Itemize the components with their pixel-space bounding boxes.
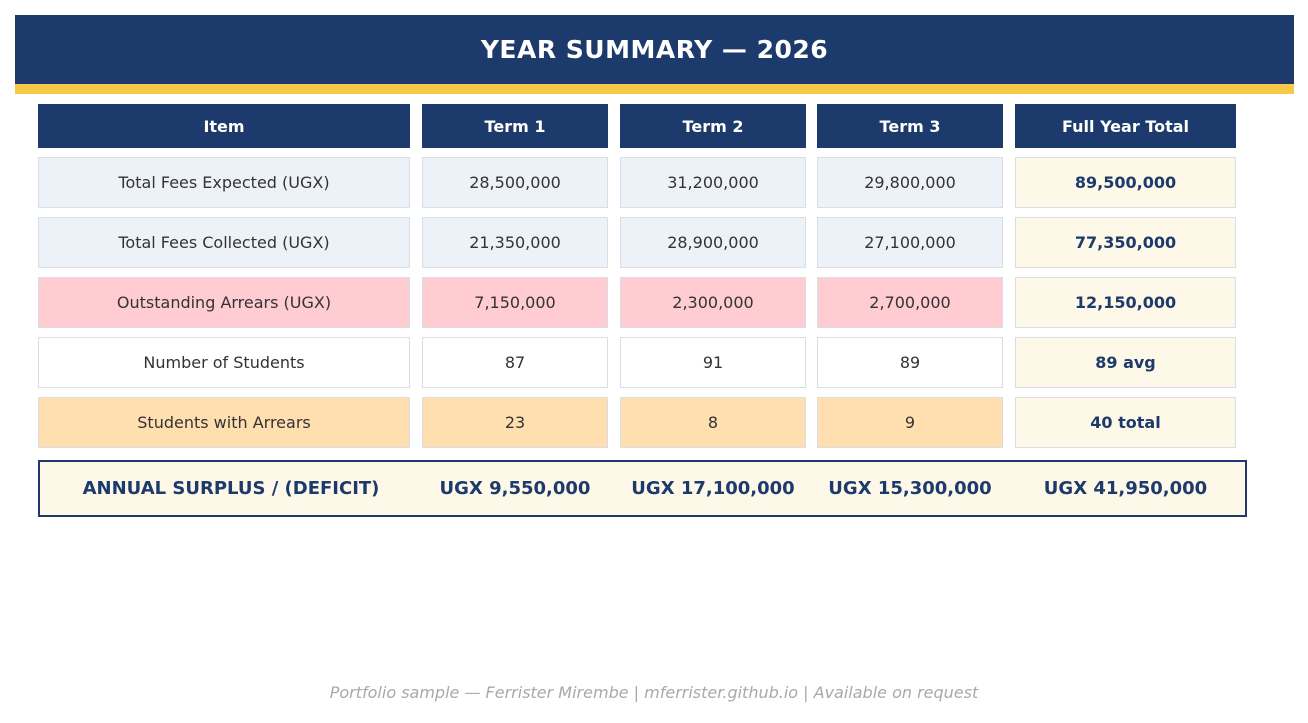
row-students-label: Number of Students	[38, 337, 410, 388]
row-arrears-term-3: 2,700,000	[817, 277, 1003, 328]
header-term-1: Term 1	[422, 104, 608, 148]
row-fees-collected-term-1: 21,350,000	[422, 217, 608, 268]
page-title: YEAR SUMMARY — 2026	[480, 35, 829, 64]
row-fees-collected-term-2: 28,900,000	[620, 217, 806, 268]
row-fees-expected-term-3: 29,800,000	[817, 157, 1003, 208]
row-students-term-3: 89	[817, 337, 1003, 388]
surplus-term-1: UGX 9,550,000	[439, 478, 591, 499]
header-term-2: Term 2	[620, 104, 806, 148]
header-full-year-total: Full Year Total	[1015, 104, 1236, 148]
row-students-arrears-term-1: 23	[422, 397, 608, 448]
row-fees-expected-term-1: 28,500,000	[422, 157, 608, 208]
surplus-term-3: UGX 15,300,000	[828, 478, 992, 499]
row-fees-expected-term-2: 31,200,000	[620, 157, 806, 208]
row-fees-expected-label: Total Fees Expected (UGX)	[38, 157, 410, 208]
row-students-arrears-total: 40 total	[1015, 397, 1236, 448]
surplus-label: ANNUAL SURPLUS / (DEFICIT)	[82, 478, 380, 499]
header-item: Item	[38, 104, 410, 148]
surplus-term-2: UGX 17,100,000	[631, 478, 795, 499]
row-arrears-total: 12,150,000	[1015, 277, 1236, 328]
row-students-term-2: 91	[620, 337, 806, 388]
row-fees-collected-total: 77,350,000	[1015, 217, 1236, 268]
row-arrears-term-1: 7,150,000	[422, 277, 608, 328]
row-fees-collected-label: Total Fees Collected (UGX)	[38, 217, 410, 268]
annual-surplus-row: ANNUAL SURPLUS / (DEFICIT) UGX 9,550,000…	[38, 460, 1247, 517]
row-students-arrears-term-3: 9	[817, 397, 1003, 448]
accent-stripe	[15, 84, 1294, 94]
header-term-3: Term 3	[817, 104, 1003, 148]
footer-note: Portfolio sample — Ferrister Mirembe | m…	[329, 683, 979, 702]
row-arrears-term-2: 2,300,000	[620, 277, 806, 328]
title-banner: YEAR SUMMARY — 2026	[15, 15, 1294, 84]
row-fees-expected-total: 89,500,000	[1015, 157, 1236, 208]
row-students-arrears-term-2: 8	[620, 397, 806, 448]
surplus-total: UGX 41,950,000	[1043, 478, 1208, 499]
row-students-term-1: 87	[422, 337, 608, 388]
row-students-total: 89 avg	[1015, 337, 1236, 388]
row-arrears-label: Outstanding Arrears (UGX)	[38, 277, 410, 328]
row-fees-collected-term-3: 27,100,000	[817, 217, 1003, 268]
row-students-arrears-label: Students with Arrears	[38, 397, 410, 448]
